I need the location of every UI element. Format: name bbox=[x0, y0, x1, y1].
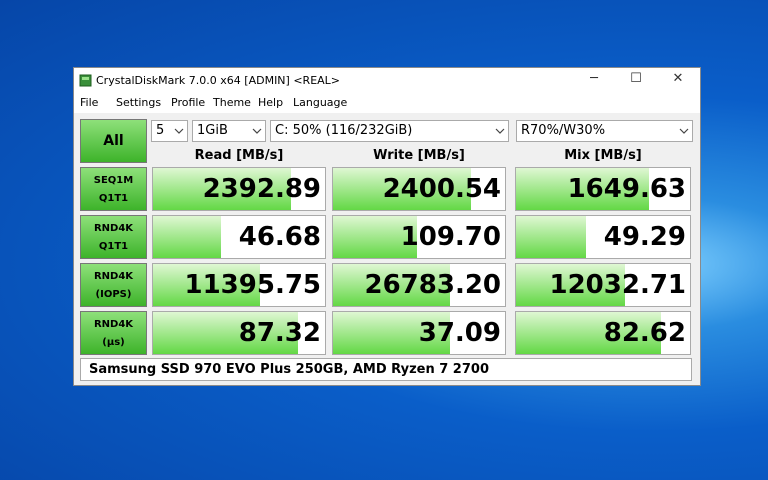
result-bar bbox=[516, 312, 662, 354]
test-label: Q1T1 bbox=[98, 241, 129, 252]
drive-select[interactable]: C: 50% (116/232GiB) bbox=[270, 120, 509, 142]
result-value: 2400.54 bbox=[382, 174, 501, 204]
result-value: 37.09 bbox=[418, 318, 501, 348]
count-value: 5 bbox=[156, 123, 165, 138]
result-cell: 11395.75 bbox=[152, 263, 326, 307]
test-button[interactable]: RND4K (μs) bbox=[80, 311, 147, 355]
menu-item[interactable]: File bbox=[80, 96, 99, 109]
test-label: RND4K bbox=[93, 223, 134, 234]
result-bar bbox=[333, 264, 451, 306]
dropdown-arrow bbox=[174, 128, 184, 134]
result-value: 2392.89 bbox=[202, 174, 321, 204]
column-header: Mix [MB/s] bbox=[564, 148, 642, 163]
size-value: 1GiB bbox=[197, 123, 228, 138]
result-value: 87.32 bbox=[238, 318, 321, 348]
result-cell: 49.29 bbox=[515, 215, 691, 259]
size-select[interactable]: 1GiB bbox=[192, 120, 266, 142]
result-bar bbox=[516, 264, 626, 306]
test-label: RND4K bbox=[93, 319, 134, 330]
result-cell: 12032.71 bbox=[515, 263, 691, 307]
window-title: CrystalDiskMark 7.0.0 x64 [ADMIN] <REAL> bbox=[96, 74, 341, 87]
result-value: 12032.71 bbox=[549, 270, 686, 300]
result-bar bbox=[516, 216, 587, 258]
result-bar bbox=[153, 216, 222, 258]
result-value: 82.62 bbox=[603, 318, 686, 348]
result-cell: 82.62 bbox=[515, 311, 691, 355]
app-icon bbox=[79, 74, 92, 87]
menu-bar: File Settings Profile Theme Help Language bbox=[74, 93, 700, 113]
drive-value: C: 50% (116/232GiB) bbox=[275, 123, 413, 138]
count-select[interactable]: 5 bbox=[151, 120, 188, 142]
result-bar bbox=[333, 168, 472, 210]
window: CrystalDiskMark 7.0.0 x64 [ADMIN] <REAL>… bbox=[73, 67, 701, 386]
menu-item[interactable]: Help bbox=[258, 96, 284, 109]
result-cell: 37.09 bbox=[332, 311, 506, 355]
dropdown-arrow bbox=[495, 128, 505, 134]
result-cell: 2392.89 bbox=[152, 167, 326, 211]
result-cell: 1649.63 bbox=[515, 167, 691, 211]
dropdown-arrow bbox=[252, 128, 262, 134]
result-value: 11395.75 bbox=[184, 270, 321, 300]
test-button[interactable]: SEQ1M Q1T1 bbox=[80, 167, 147, 211]
result-cell: 87.32 bbox=[152, 311, 326, 355]
result-bar bbox=[333, 312, 451, 354]
result-value: 109.70 bbox=[400, 222, 501, 252]
test-button[interactable]: RND4K (IOPS) bbox=[80, 263, 147, 307]
comment-box[interactable]: Samsung SSD 970 EVO Plus 250GB, AMD Ryze… bbox=[80, 358, 692, 381]
result-value: 46.68 bbox=[238, 222, 321, 252]
column-header: Write [MB/s] bbox=[373, 148, 465, 163]
result-cell: 26783.20 bbox=[332, 263, 506, 307]
all-button[interactable]: All bbox=[80, 119, 147, 163]
result-value: 26783.20 bbox=[364, 270, 501, 300]
result-cell: 2400.54 bbox=[332, 167, 506, 211]
result-value: 1649.63 bbox=[567, 174, 686, 204]
maximize-button[interactable]: ☐ bbox=[630, 71, 642, 86]
menu-item[interactable]: Settings bbox=[116, 96, 162, 109]
result-bar bbox=[153, 168, 292, 210]
menu-item[interactable]: Theme bbox=[213, 96, 251, 109]
minimize-button[interactable]: ─ bbox=[590, 71, 598, 86]
test-label: RND4K bbox=[93, 271, 134, 282]
column-header: Read [MB/s] bbox=[194, 148, 284, 163]
test-label: Q1T1 bbox=[98, 193, 129, 204]
test-label: (IOPS) bbox=[95, 289, 132, 300]
result-bar bbox=[153, 264, 261, 306]
close-button[interactable]: ✕ bbox=[672, 71, 684, 86]
result-cell: 46.68 bbox=[152, 215, 326, 259]
result-value: 49.29 bbox=[603, 222, 686, 252]
test-button[interactable]: RND4K Q1T1 bbox=[80, 215, 147, 259]
menu-item[interactable]: Profile bbox=[171, 96, 206, 109]
result-bar bbox=[516, 168, 650, 210]
test-label: (μs) bbox=[102, 337, 125, 348]
title-bar: CrystalDiskMark 7.0.0 x64 [ADMIN] <REAL>… bbox=[74, 68, 700, 93]
result-bar bbox=[153, 312, 299, 354]
mix-value: R70%/W30% bbox=[521, 123, 606, 138]
dropdown-arrow bbox=[679, 128, 689, 134]
menu-item[interactable]: Language bbox=[293, 96, 348, 109]
mix-select[interactable]: R70%/W30% bbox=[516, 120, 693, 142]
result-bar bbox=[333, 216, 417, 258]
test-label: SEQ1M bbox=[93, 175, 134, 186]
result-cell: 109.70 bbox=[332, 215, 506, 259]
